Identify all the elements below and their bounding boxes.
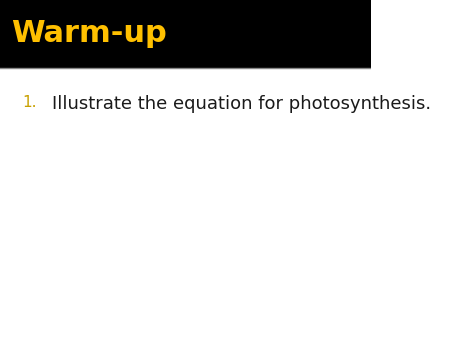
- Text: Warm-up: Warm-up: [11, 19, 167, 48]
- FancyBboxPatch shape: [0, 0, 371, 68]
- Text: 1.: 1.: [22, 95, 37, 110]
- Text: Illustrate the equation for photosynthesis.: Illustrate the equation for photosynthes…: [52, 95, 431, 113]
